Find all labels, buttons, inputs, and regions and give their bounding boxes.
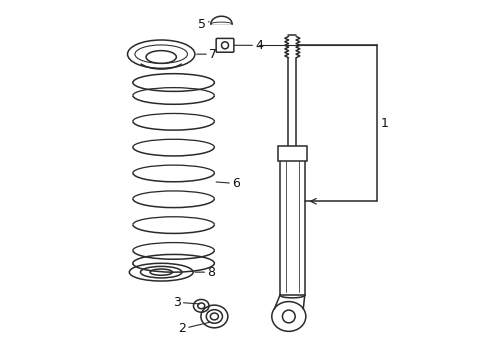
Polygon shape: [210, 16, 232, 24]
Text: 3: 3: [172, 296, 199, 309]
Text: 4: 4: [233, 39, 263, 52]
Text: 2: 2: [178, 322, 210, 336]
Text: 8: 8: [195, 266, 215, 279]
FancyBboxPatch shape: [216, 39, 233, 52]
Text: 6: 6: [216, 177, 240, 190]
Text: 7: 7: [196, 48, 217, 61]
Bar: [277, 146, 306, 161]
Text: 5: 5: [197, 18, 209, 31]
Text: 1: 1: [380, 117, 388, 130]
